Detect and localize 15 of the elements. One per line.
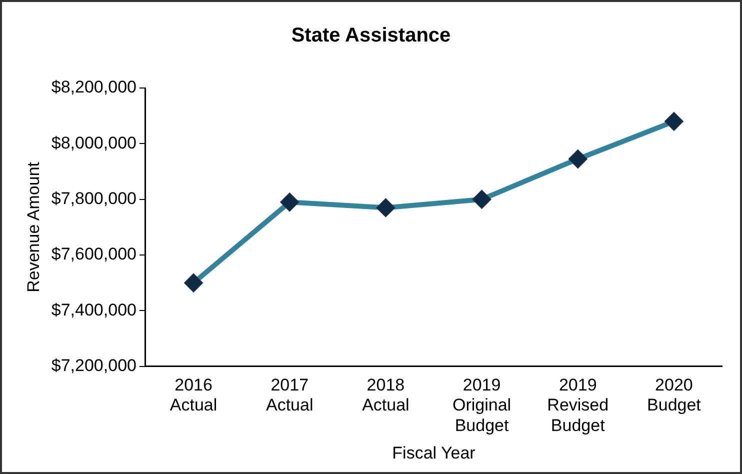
chart-title: State Assistance: [291, 24, 451, 47]
x-axis-title: Fiscal Year: [392, 443, 476, 462]
x-tick-label: 2018 Actual: [362, 375, 410, 415]
y-tick-label: $7,200,000: [51, 356, 136, 376]
x-tick-label: 2020 Budget: [647, 375, 702, 415]
x-tick-label: 2016 Actual: [170, 375, 218, 415]
y-tick-label: $7,800,000: [51, 189, 136, 208]
y-axis-title: Revenue Amount: [24, 162, 43, 292]
x-tick-label: 2019 Original Budget: [452, 375, 512, 436]
x-tick-label: 2017 Actual: [266, 375, 314, 415]
y-tick-label: $8,200,000: [51, 78, 136, 97]
x-tick-label: 2019 Revised Budget: [547, 375, 609, 436]
y-tick-label: $8,000,000: [51, 133, 136, 152]
y-tick-label: $7,600,000: [51, 244, 136, 264]
y-tick-label: $7,400,000: [51, 300, 136, 320]
